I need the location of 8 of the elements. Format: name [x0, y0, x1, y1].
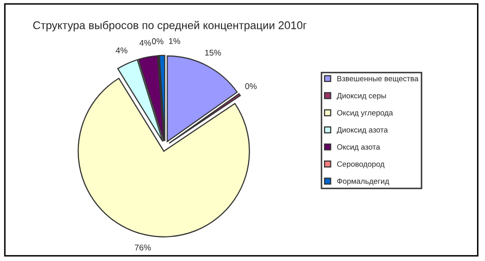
data-label: 4% [116, 47, 128, 54]
data-label: 76% [134, 244, 151, 250]
chart-title: Структура выбросов по средней концентрации 2010г [33, 20, 307, 32]
data-label: 0% [152, 38, 164, 44]
data-label: 4% [140, 40, 152, 46]
data-label: 0% [245, 83, 257, 90]
data-label: 1% [169, 38, 180, 44]
data-label: 15% [205, 50, 221, 56]
